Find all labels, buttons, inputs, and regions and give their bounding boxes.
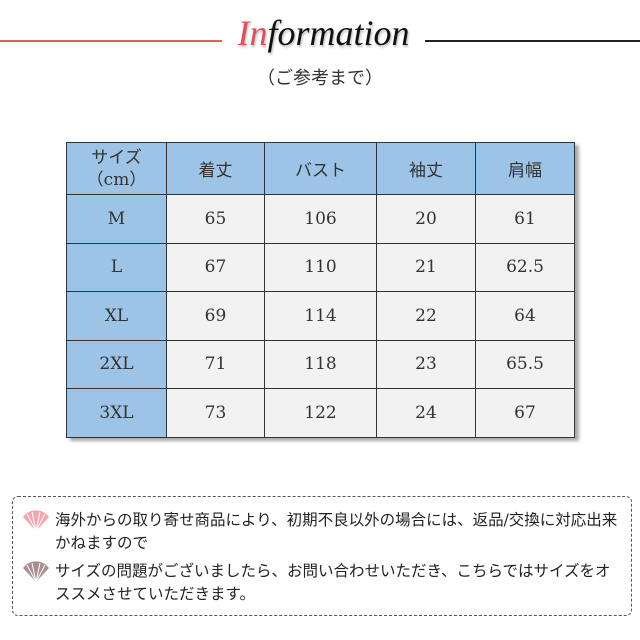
header-bust: バスト xyxy=(264,142,377,195)
value-cell: 71 xyxy=(166,339,265,389)
header-size: サイズ（cm） xyxy=(66,142,167,195)
value-cell: 22 xyxy=(376,291,476,341)
table-row: M 65 106 20 61 xyxy=(66,194,575,244)
value-cell: 106 xyxy=(264,194,377,244)
value-cell: 67 xyxy=(475,388,575,438)
title-accent: In xyxy=(237,13,268,53)
value-cell: 20 xyxy=(376,194,476,244)
decorative-line-right xyxy=(425,40,640,42)
table-row: 2XL 71 118 23 65.5 xyxy=(66,339,575,389)
header-length: 着丈 xyxy=(166,142,265,195)
fan-icon xyxy=(21,560,55,606)
value-cell: 122 xyxy=(264,388,377,438)
note-text: サイズの問題がございましたら、お問い合わせいただき、こちらではサイズをオススメさ… xyxy=(55,562,611,603)
size-cell: 2XL xyxy=(66,339,167,389)
value-cell: 61 xyxy=(475,194,575,244)
table-row: 3XL 73 122 24 67 xyxy=(66,388,575,438)
value-cell: 67 xyxy=(166,242,265,292)
subtitle: （ご参考まで） xyxy=(257,68,383,89)
size-cell: L xyxy=(66,242,167,292)
size-cell: M xyxy=(66,194,167,244)
value-cell: 64 xyxy=(475,291,575,341)
note-item: サイズの問題がございましたら、お問い合わせいただき、こちらではサイズをオススメさ… xyxy=(21,560,625,606)
value-cell: 65 xyxy=(166,194,265,244)
size-table: サイズ（cm） 着丈 バスト 袖丈 肩幅 M 65 106 20 61 L 67 110 21 6… xyxy=(66,142,575,438)
value-cell: 110 xyxy=(264,242,377,292)
fan-icon xyxy=(21,509,55,555)
header-shoulder: 肩幅 xyxy=(475,142,575,195)
value-cell: 118 xyxy=(264,339,377,389)
table-row: XL 69 114 22 64 xyxy=(66,291,575,341)
header-size-label: サイズ（cm） xyxy=(86,147,147,190)
notes-box: 海外からの取り寄せ商品により、初期不良以外の場合には、返品/交換に対応出来かねま… xyxy=(12,496,632,616)
value-cell: 21 xyxy=(376,242,476,292)
table-header-row: サイズ（cm） 着丈 バスト 袖丈 肩幅 xyxy=(66,142,575,195)
value-cell: 23 xyxy=(376,339,476,389)
size-cell: XL xyxy=(66,291,167,341)
decorative-line-left xyxy=(0,40,222,42)
title-rest: formation xyxy=(267,13,410,53)
header-sleeve: 袖丈 xyxy=(376,142,476,195)
value-cell: 24 xyxy=(376,388,476,438)
value-cell: 62.5 xyxy=(475,242,575,292)
note-item: 海外からの取り寄せ商品により、初期不良以外の場合には、返品/交換に対応出来かねま… xyxy=(21,509,625,555)
size-cell: 3XL xyxy=(66,388,167,438)
page-title: Information xyxy=(222,12,425,54)
value-cell: 65.5 xyxy=(475,339,575,389)
note-text: 海外からの取り寄せ商品により、初期不良以外の場合には、返品/交換に対応出来かねま… xyxy=(55,511,618,552)
table-row: L 67 110 21 62.5 xyxy=(66,242,575,292)
value-cell: 114 xyxy=(264,291,377,341)
value-cell: 69 xyxy=(166,291,265,341)
value-cell: 73 xyxy=(166,388,265,438)
